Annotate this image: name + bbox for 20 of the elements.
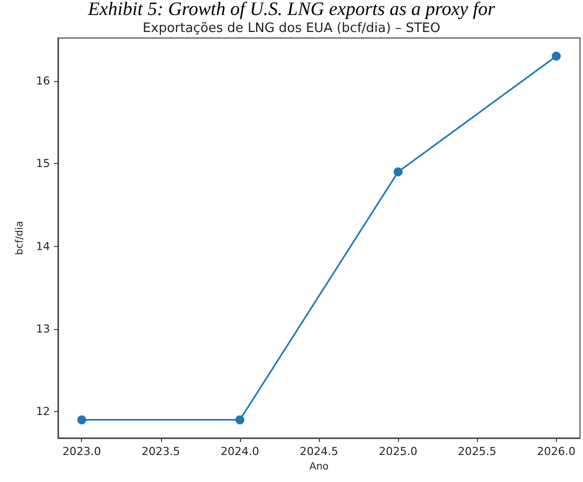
y-tick-label: 12: [36, 405, 50, 418]
x-axis-title: Ano: [309, 461, 329, 472]
point: [77, 415, 86, 424]
y-tick-label: 14: [36, 240, 50, 253]
x-tick-label: 2024.5: [300, 445, 338, 458]
y-axis-title: bcf/dia: [14, 221, 26, 255]
chart-title: Exportações de LNG dos EUA (bcf/dia) – STEO: [142, 21, 440, 36]
y-tick-label: 13: [36, 322, 50, 336]
x-tick-label: 2023.5: [142, 445, 180, 458]
x-tick-label: 2025.0: [378, 445, 418, 458]
text: Exhibit 5: Growth of U.S. LNG exports as a proxy for: [86, 0, 496, 20]
point: [235, 415, 244, 424]
y-tick-label: 15: [36, 157, 50, 170]
x-tick-label: 2025.5: [458, 445, 496, 458]
x-tick-label: 2026.0: [537, 445, 576, 458]
y-tick-label: 16: [36, 74, 50, 88]
point: [394, 167, 403, 176]
x-tick-label: 2023.0: [62, 445, 101, 458]
x-tick-label: 2024.0: [220, 445, 260, 458]
point: [552, 52, 561, 61]
